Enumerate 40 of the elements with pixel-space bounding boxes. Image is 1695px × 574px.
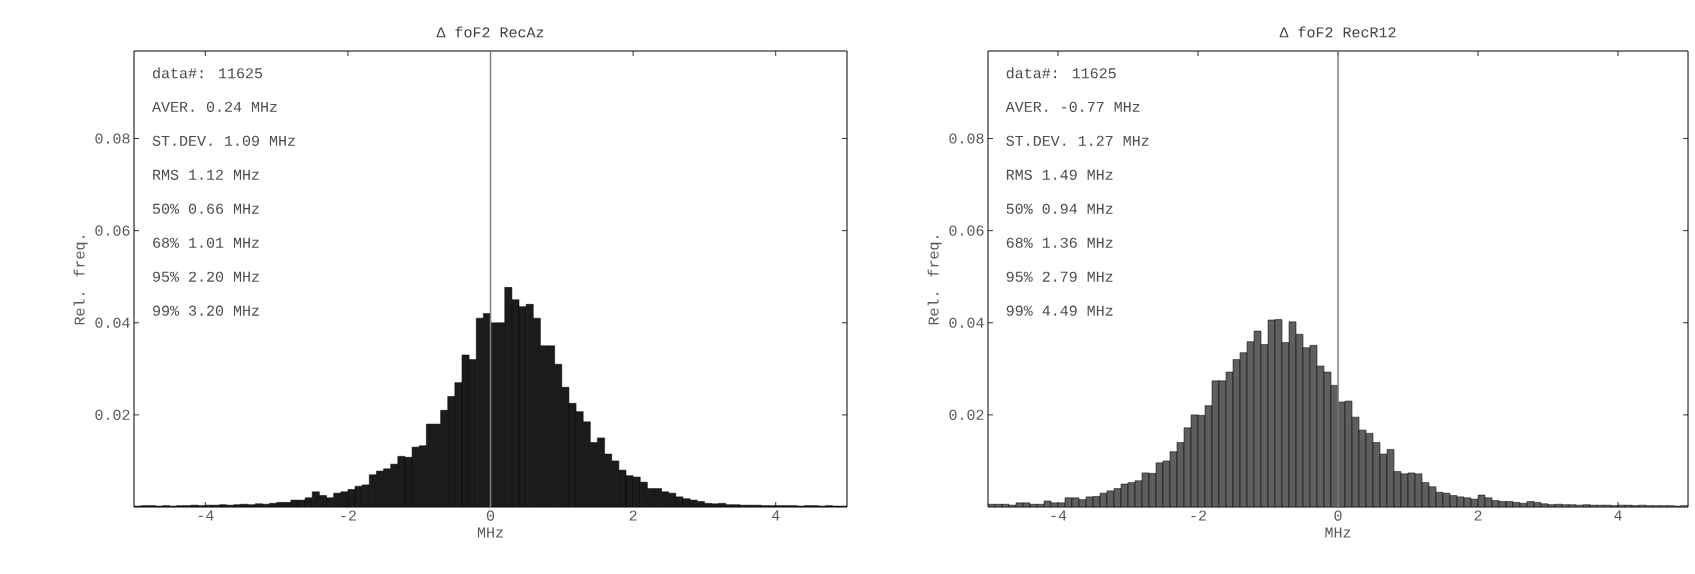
annotation: ST.DEV. 1.09 MHz	[152, 135, 295, 146]
x-tick-label: -2	[341, 510, 356, 521]
annotation: RMS 1.12 MHz	[153, 169, 259, 180]
x-tick-label: -4	[1051, 510, 1067, 521]
x-axis-title: MHz	[1325, 527, 1351, 538]
annotation: 95% 2.79 MHz	[1006, 271, 1113, 282]
y-tick-label: 0.02	[95, 409, 130, 420]
x-tick-label: 0	[486, 510, 495, 521]
annotation: ST.DEV. 1.27 MHz	[1006, 135, 1149, 146]
y-tick-label: 0.02	[949, 409, 984, 420]
x-tick-label: -4	[198, 510, 214, 521]
x-axis-title: MHz	[477, 527, 503, 538]
annotation: 50% 0.94 MHz	[1006, 203, 1113, 214]
annotation: 68% 1.01 MHz	[153, 237, 259, 248]
y-tick-label: 0.06	[95, 225, 130, 236]
x-tick-label: 2	[629, 510, 637, 521]
y-tick-label: 0.08	[949, 133, 984, 144]
annotation: 95% 2.20 MHz	[153, 271, 259, 282]
x-tick-label: 4	[771, 510, 780, 521]
x-tick-label: -2	[1191, 510, 1206, 521]
annotation: data#: 11625	[1006, 67, 1116, 79]
annotation: 68% 1.36 MHz	[1006, 237, 1113, 248]
chart-title: Δ foF2 RecAz	[436, 26, 544, 38]
y-axis-title: Rel. freq.	[73, 236, 88, 325]
y-tick-label: 0.06	[949, 225, 984, 236]
x-tick-label: 2	[1474, 510, 1482, 521]
x-tick-label: 4	[1614, 510, 1622, 521]
x-tick-label: 0	[1334, 510, 1342, 521]
annotation: data#: 11625	[153, 67, 263, 79]
y-tick-label: 0.04	[949, 317, 984, 328]
chart-title: Δ foF2 RecR12	[1279, 26, 1396, 38]
annotation: 99% 3.20 MHz	[153, 305, 259, 316]
y-tick-label: 0.08	[95, 133, 130, 144]
annotation: RMS 1.49 MHz	[1006, 169, 1113, 180]
annotation: 50% 0.66 MHz	[152, 203, 259, 214]
y-axis-title: Rel. freq.	[927, 236, 942, 325]
annotation: AVER. 0.24 MHz	[152, 101, 277, 112]
annotation: 99% 4.49 MHz	[1006, 305, 1113, 316]
y-tick-label: 0.04	[95, 317, 130, 328]
annotation: AVER. -0.77 MHz	[1005, 101, 1140, 112]
